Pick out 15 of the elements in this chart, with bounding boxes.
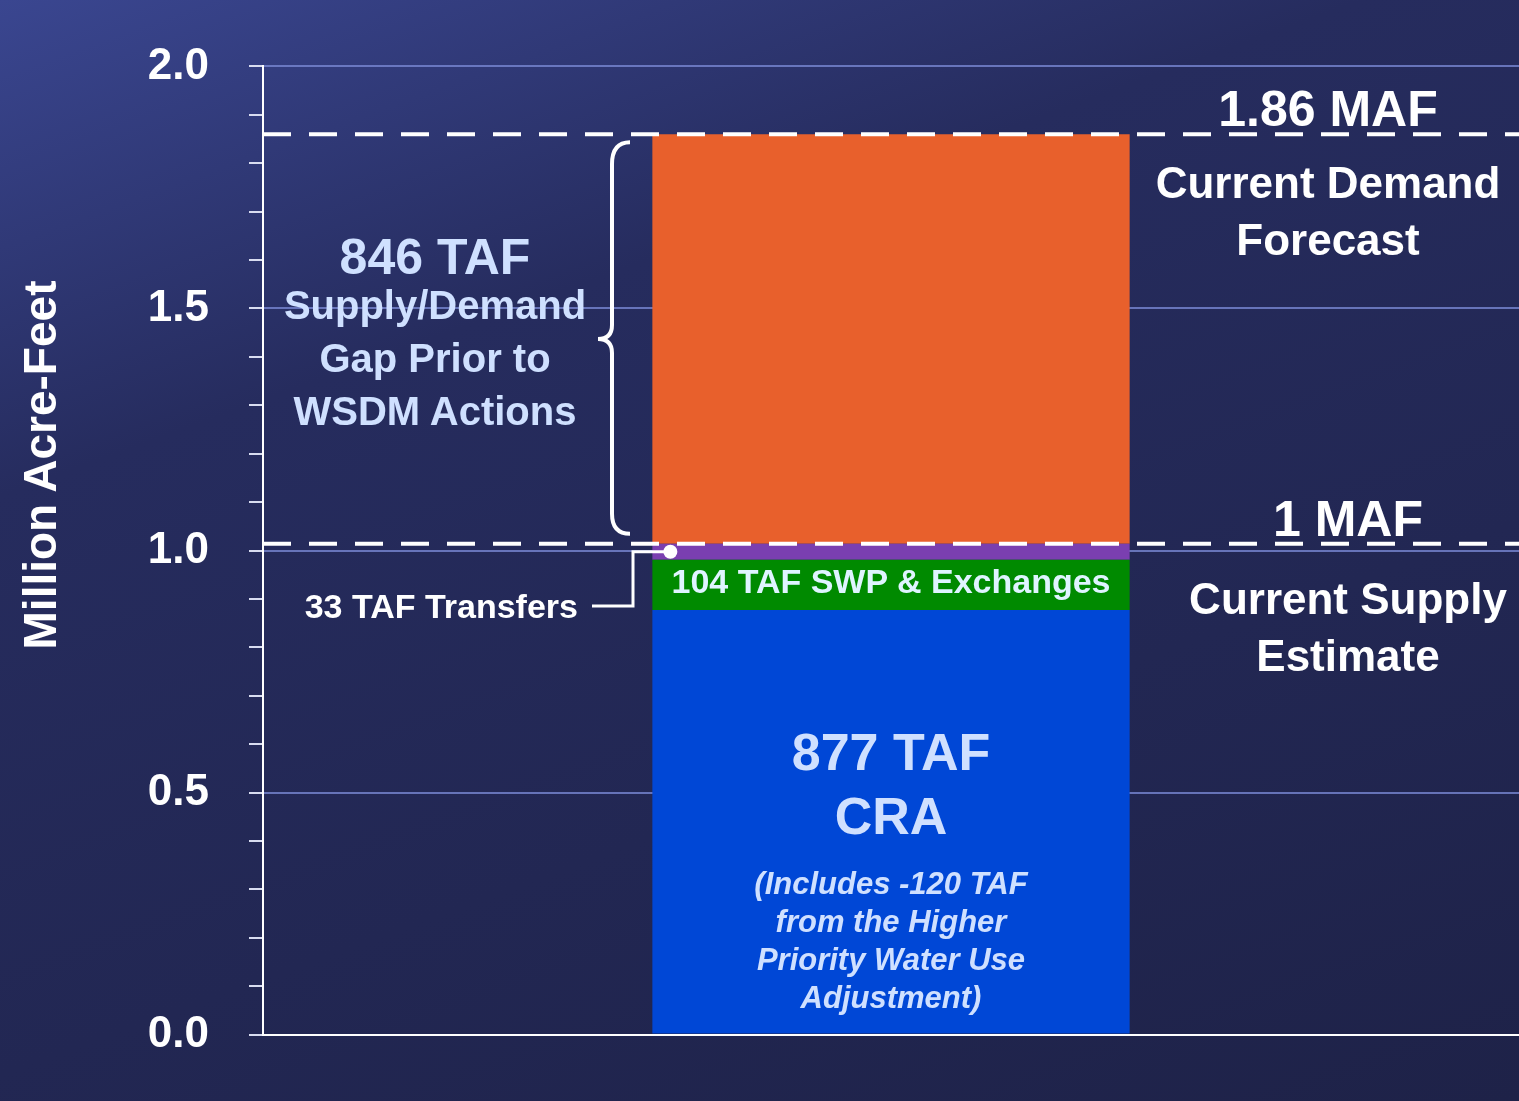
y-tick-label: 0.5 — [147, 764, 209, 814]
annotation: Current Supply Estimate — [1189, 573, 1508, 680]
annotation: Current Demand Forecast — [1155, 158, 1501, 265]
annotation: 33 TAF Transfers — [304, 587, 578, 626]
y-tick-label: 1.5 — [147, 280, 209, 330]
y-axis-title: Million Acre-Feet — [13, 280, 67, 650]
annotation: (Includes -120 TAF from the Higher Priority Water Use Adjustment) — [754, 866, 1029, 1016]
ref-line-label: 1.86 MAF — [1218, 81, 1438, 138]
ref-line-label: 1 MAF — [1273, 490, 1423, 547]
y-tick-label: 1.0 — [147, 522, 209, 572]
y-tick-label: 0.0 — [147, 1006, 209, 1056]
annotation: 877 TAF CRA — [791, 723, 991, 846]
annotation: 104 TAF SWP & Exchanges — [671, 562, 1111, 601]
y-tick-label: 2.0 — [147, 38, 209, 88]
annotation: 846 TAF Supply/Demand Gap Prior to WSDM Actions — [283, 228, 587, 433]
